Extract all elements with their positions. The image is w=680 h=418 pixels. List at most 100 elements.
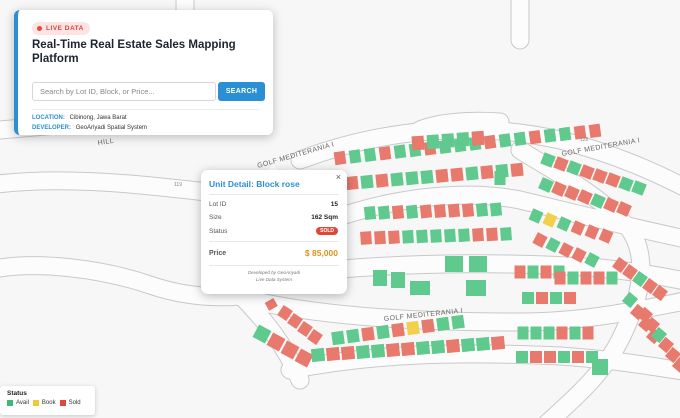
lot-parcel[interactable] (631, 180, 647, 196)
lot-parcel[interactable] (588, 123, 602, 139)
lot-parcel[interactable] (652, 284, 668, 302)
lot-parcel[interactable] (527, 265, 539, 279)
lot-parcel[interactable] (664, 346, 680, 364)
lot-parcel[interactable] (543, 326, 555, 340)
lot-parcel[interactable] (671, 356, 680, 374)
lot-parcel[interactable] (584, 252, 600, 268)
lot-parcel[interactable] (528, 129, 542, 145)
lot-parcel[interactable] (461, 203, 475, 218)
lot-parcel[interactable] (405, 171, 419, 186)
lot-parcel[interactable] (277, 304, 293, 322)
lot-parcel[interactable] (426, 134, 440, 150)
lot-parcel[interactable] (410, 281, 430, 295)
lot-parcel[interactable] (325, 346, 341, 362)
lot-parcel[interactable] (420, 169, 434, 185)
lot-parcel[interactable] (388, 230, 400, 245)
lot-parcel[interactable] (411, 135, 425, 151)
lot-parcel[interactable] (543, 128, 557, 143)
lot-parcel[interactable] (406, 320, 420, 336)
lot-parcel[interactable] (297, 320, 313, 338)
lot-parcel[interactable] (592, 359, 608, 375)
lot-parcel[interactable] (564, 185, 580, 201)
lot-parcel[interactable] (532, 232, 548, 248)
lot-parcel[interactable] (551, 181, 567, 197)
lot-parcel[interactable] (402, 229, 414, 244)
lot-parcel[interactable] (556, 326, 568, 340)
search-button[interactable]: SEARCH (218, 82, 265, 101)
lot-parcel[interactable] (294, 348, 314, 368)
lot-parcel[interactable] (458, 228, 470, 243)
lot-parcel[interactable] (480, 165, 494, 180)
lot-parcel[interactable] (360, 231, 372, 245)
lot-parcel[interactable] (540, 152, 556, 168)
lot-parcel[interactable] (475, 202, 489, 217)
lot-parcel[interactable] (632, 270, 648, 288)
lot-parcel[interactable] (550, 292, 562, 304)
lot-parcel[interactable] (603, 197, 619, 213)
lot-parcel[interactable] (348, 149, 362, 164)
lot-parcel[interactable] (393, 144, 407, 159)
lot-parcel[interactable] (513, 131, 527, 147)
lot-parcel[interactable] (466, 280, 486, 296)
lot-parcel[interactable] (558, 126, 572, 142)
lot-parcel[interactable] (530, 326, 542, 340)
lot-parcel[interactable] (460, 337, 476, 353)
lot-parcel[interactable] (510, 162, 524, 177)
lot-parcel[interactable] (584, 224, 600, 240)
lot-parcel[interactable] (618, 176, 634, 192)
lot-parcel[interactable] (612, 256, 628, 274)
lot-parcel[interactable] (435, 168, 449, 183)
lot-parcel[interactable] (498, 133, 512, 148)
search-input[interactable] (32, 82, 216, 101)
lot-parcel[interactable] (570, 220, 586, 236)
lot-parcel[interactable] (346, 328, 360, 344)
lot-parcel[interactable] (558, 242, 574, 258)
lot-parcel[interactable] (528, 208, 544, 224)
lot-parcel[interactable] (514, 265, 526, 279)
lot-parcel[interactable] (554, 271, 566, 285)
lot-parcel[interactable] (566, 160, 582, 176)
lot-parcel[interactable] (447, 203, 461, 218)
close-icon[interactable]: × (335, 172, 341, 182)
lot-parcel[interactable] (400, 341, 416, 357)
lot-parcel[interactable] (616, 201, 632, 217)
lot-parcel[interactable] (593, 271, 605, 285)
lot-parcel[interactable] (287, 312, 303, 330)
lot-parcel[interactable] (363, 147, 377, 163)
lot-parcel[interactable] (573, 125, 587, 140)
lot-parcel[interactable] (310, 347, 326, 363)
lot-parcel[interactable] (280, 340, 300, 360)
lot-parcel[interactable] (542, 212, 558, 228)
lot-parcel[interactable] (530, 351, 542, 363)
lot-parcel[interactable] (373, 270, 387, 286)
lot-parcel[interactable] (545, 237, 561, 253)
lot-parcel[interactable] (378, 145, 392, 161)
lot-parcel[interactable] (445, 256, 463, 272)
lot-parcel[interactable] (486, 227, 498, 242)
lot-parcel[interactable] (331, 330, 345, 346)
lot-parcel[interactable] (340, 345, 356, 361)
lot-parcel[interactable] (569, 326, 581, 340)
lot-parcel[interactable] (516, 351, 528, 363)
lot-parcel[interactable] (621, 291, 639, 309)
lot-parcel[interactable] (517, 326, 529, 340)
lot-parcel[interactable] (483, 134, 497, 150)
lot-parcel[interactable] (391, 272, 405, 288)
lot-parcel[interactable] (558, 351, 570, 363)
lot-parcel[interactable] (469, 256, 487, 272)
lot-parcel[interactable] (360, 174, 374, 189)
lot-parcel[interactable] (405, 204, 419, 219)
lot-parcel[interactable] (445, 338, 461, 354)
lot-parcel[interactable] (385, 342, 401, 358)
lot-parcel[interactable] (433, 203, 447, 219)
lot-parcel[interactable] (598, 228, 614, 244)
lot-parcel[interactable] (456, 131, 470, 147)
lot-parcel[interactable] (556, 216, 572, 232)
lot-parcel[interactable] (636, 306, 654, 324)
lot-parcel[interactable] (622, 263, 638, 281)
lot-layer[interactable] (252, 123, 680, 375)
lot-parcel[interactable] (522, 292, 534, 304)
lot-parcel[interactable] (567, 271, 579, 285)
lot-parcel[interactable] (490, 335, 506, 351)
lot-parcel[interactable] (266, 332, 286, 352)
